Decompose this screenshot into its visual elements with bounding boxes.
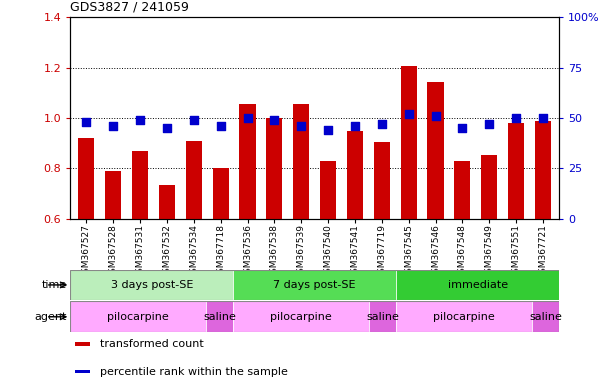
Bar xyxy=(396,270,559,300)
Text: agent: agent xyxy=(35,312,67,322)
Text: time: time xyxy=(42,280,67,290)
Text: saline: saline xyxy=(203,312,236,322)
Point xyxy=(108,123,118,129)
Point xyxy=(404,111,414,117)
Point xyxy=(485,121,494,127)
Text: immediate: immediate xyxy=(447,280,508,290)
Bar xyxy=(347,131,363,219)
Bar xyxy=(75,370,90,373)
Bar xyxy=(428,81,444,219)
Text: 3 days post-SE: 3 days post-SE xyxy=(111,280,193,290)
Point xyxy=(269,117,279,123)
Bar xyxy=(233,270,396,300)
Text: 7 days post-SE: 7 days post-SE xyxy=(273,280,356,290)
Bar xyxy=(266,118,282,219)
Bar xyxy=(240,104,255,219)
Bar xyxy=(105,171,122,219)
Bar xyxy=(75,342,90,346)
Bar xyxy=(508,123,524,219)
Bar xyxy=(206,301,233,332)
Text: saline: saline xyxy=(366,312,399,322)
Bar xyxy=(70,270,233,300)
Point xyxy=(323,127,333,133)
Bar xyxy=(374,142,390,219)
Text: saline: saline xyxy=(529,312,562,322)
Point xyxy=(538,115,548,121)
Text: GDS3827 / 241059: GDS3827 / 241059 xyxy=(70,0,189,13)
Bar xyxy=(532,301,559,332)
Bar xyxy=(186,141,202,219)
Text: pilocarpine: pilocarpine xyxy=(433,312,495,322)
Point xyxy=(243,115,252,121)
Text: pilocarpine: pilocarpine xyxy=(270,312,332,322)
Bar xyxy=(233,301,369,332)
Point xyxy=(81,119,91,125)
Bar xyxy=(455,161,470,219)
Bar xyxy=(78,138,95,219)
Bar xyxy=(320,161,336,219)
Point xyxy=(350,123,360,129)
Bar xyxy=(70,301,206,332)
Bar xyxy=(401,66,417,219)
Bar xyxy=(396,301,532,332)
Bar xyxy=(481,155,497,219)
Point xyxy=(431,113,441,119)
Point xyxy=(458,125,467,131)
Bar xyxy=(132,151,148,219)
Text: pilocarpine: pilocarpine xyxy=(108,312,169,322)
Bar xyxy=(213,169,229,219)
Bar xyxy=(293,104,309,219)
Bar xyxy=(369,301,396,332)
Point xyxy=(216,123,225,129)
Point xyxy=(189,117,199,123)
Point xyxy=(296,123,306,129)
Point xyxy=(162,125,172,131)
Text: percentile rank within the sample: percentile rank within the sample xyxy=(100,366,287,377)
Bar xyxy=(159,185,175,219)
Bar xyxy=(535,121,551,219)
Point xyxy=(511,115,521,121)
Point xyxy=(377,121,387,127)
Text: transformed count: transformed count xyxy=(100,339,203,349)
Point xyxy=(135,117,145,123)
